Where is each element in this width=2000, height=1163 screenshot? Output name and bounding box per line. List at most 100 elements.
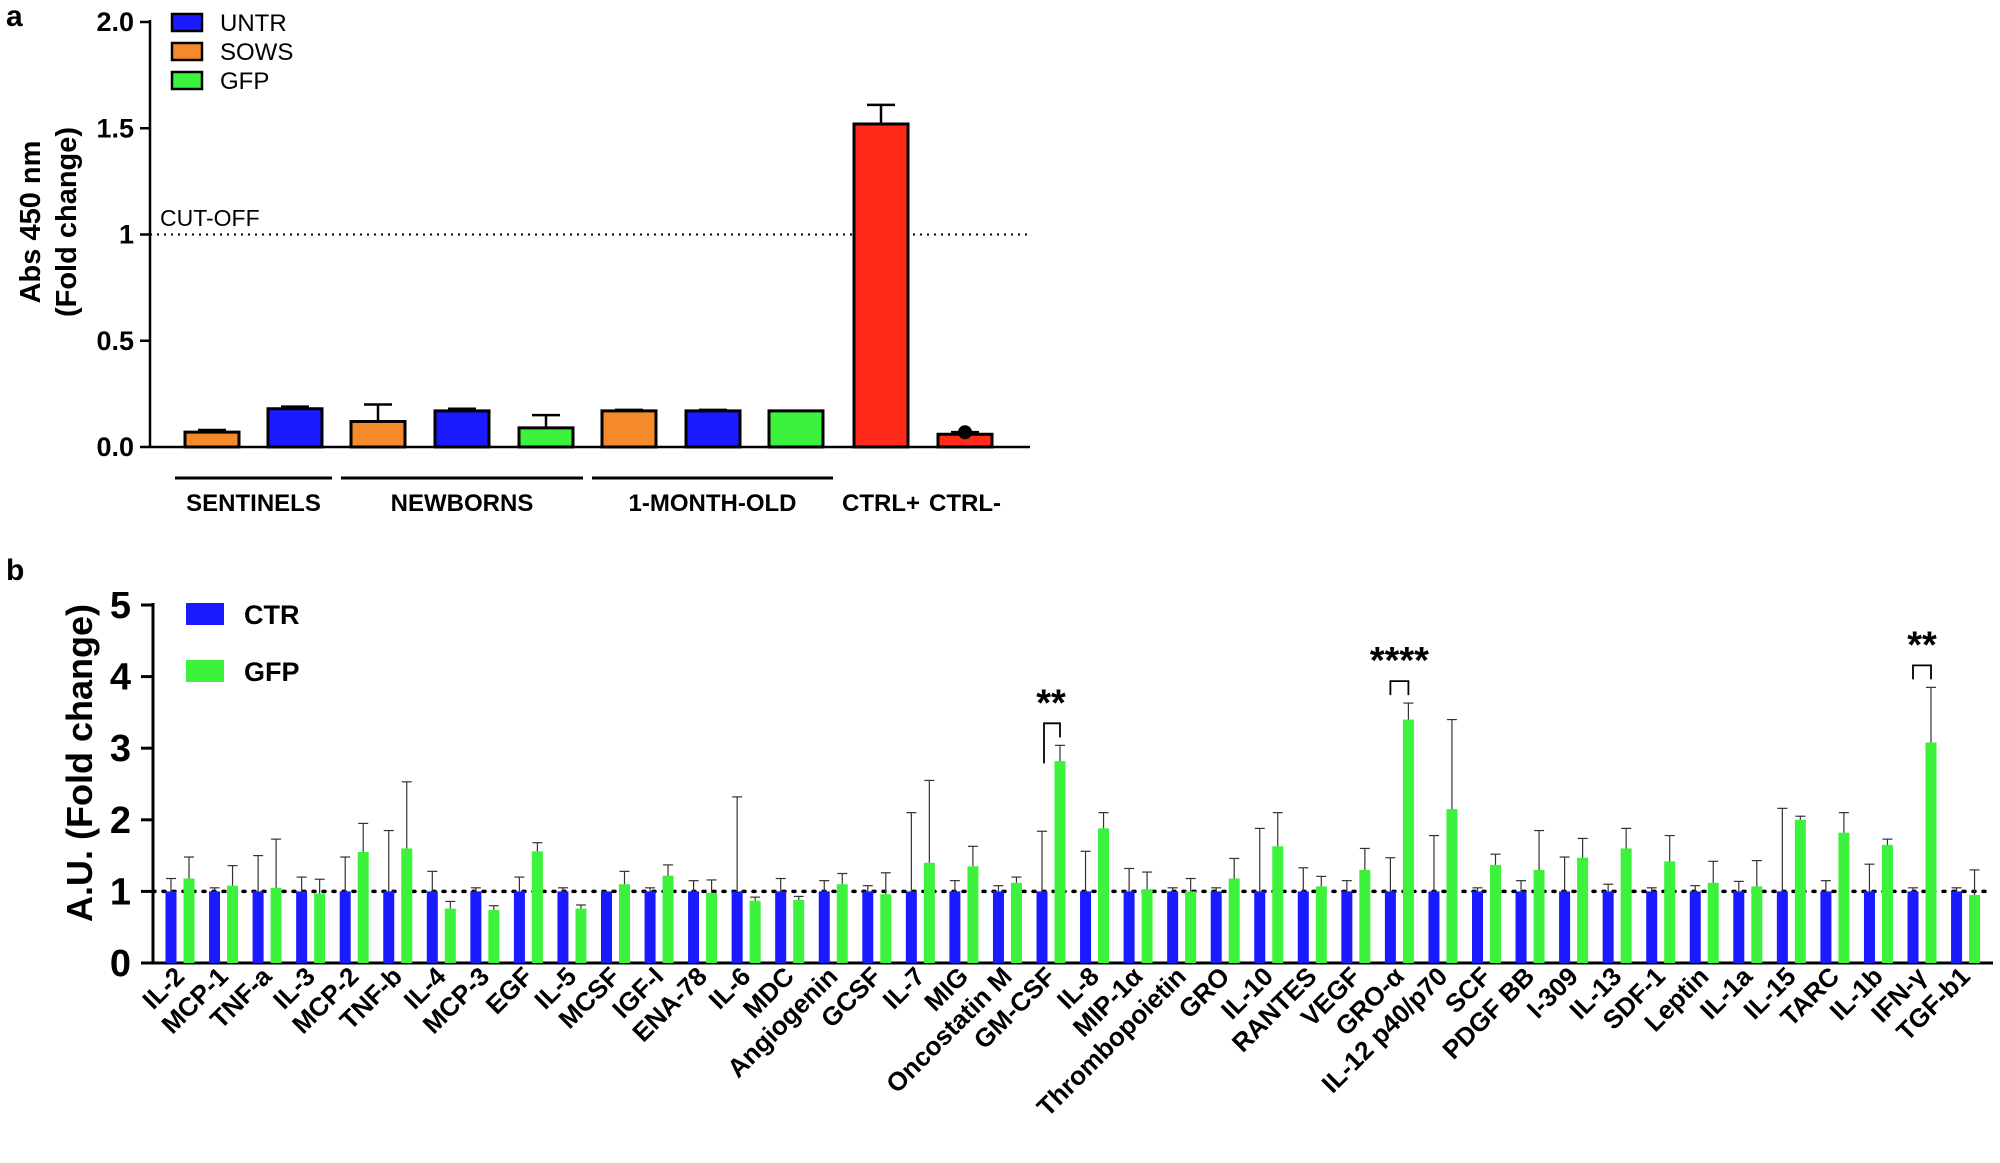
- panel-b-gfp-bar: [1664, 861, 1676, 963]
- panel-b-ctr-bar: [862, 891, 874, 963]
- panel-b-y-tick-label: 3: [110, 728, 131, 770]
- panel-b-category-label: EGF: [480, 961, 539, 1020]
- panel-b-gfp-bar: [575, 908, 587, 963]
- panel-b-y-tick-label: 2: [110, 800, 131, 842]
- panel-a-bar: [433, 409, 491, 449]
- panel-b-gfp-bar: [1925, 742, 1937, 963]
- panel-b-gfp-bar: [1794, 819, 1806, 963]
- panel-b-ctr-bar: [1384, 891, 1396, 963]
- panel-b-gfp-bar: [1751, 886, 1763, 963]
- panel-b-axes: 0 1 2 3 4 5: [110, 585, 1995, 985]
- panel-b-ctr-bar: [1733, 891, 1745, 963]
- panel-a-y-tick-label: 0.0: [96, 432, 134, 462]
- panel-a-legend-label: UNTR: [220, 10, 287, 37]
- panel-a-axes: 0.0 0.5 1 1.5 2.0 SENTINELS NEWBORNS 1-MONTH-OL…: [96, 7, 1030, 517]
- panel-b-gfp-bar: [706, 892, 718, 963]
- panel-b-ctr-bar: [165, 891, 177, 963]
- panel-a-bar: [183, 430, 241, 449]
- panel-b-gfp-bar: [793, 899, 805, 963]
- panel-a-legend-label: GFP: [220, 68, 269, 95]
- panel-b-y-tick-label: 1: [110, 871, 131, 913]
- panel-b-gfp-bar: [967, 866, 979, 963]
- panel-b-gfp-bar: [1098, 828, 1110, 963]
- panel-b-gfp-bar: [1228, 878, 1240, 963]
- panel-a-ylabel-line1: Abs 450 nm: [15, 141, 47, 304]
- panel-b-gfp-bar: [488, 910, 500, 963]
- panel-b-legend-label: GFP: [244, 657, 300, 687]
- panel-b-ctr-bar: [1210, 891, 1222, 963]
- panel-b-legend-label: CTR: [244, 600, 300, 630]
- panel-b-gfp-bar: [1359, 869, 1371, 963]
- panel-b-ctr-bar: [1515, 891, 1527, 963]
- panel-a-bar: [684, 409, 742, 449]
- panel-a-letter: a: [6, 0, 23, 33]
- panel-b-gfp-bar: [183, 878, 195, 963]
- panel-b-ctr-bar: [1646, 891, 1658, 963]
- panel-b-ctr-bar: [1602, 891, 1614, 963]
- panel-b-gfp-bar: [444, 908, 456, 963]
- panel-b-gfp-bar: [1054, 761, 1066, 963]
- panel-b-category-labels: IL-2MCP-1TNF-aIL-3MCP-2TNF-bIL-4MCP-3EGF…: [136, 961, 1975, 1123]
- panel-b-gfp-bar: [1446, 809, 1458, 963]
- panel-a-group-label: NEWBORNS: [391, 490, 534, 517]
- panel-b-gfp-bar: [880, 894, 892, 963]
- panel-b-ctr-bar: [1167, 891, 1179, 963]
- panel-b-ctr-bar: [1472, 891, 1483, 963]
- panel-b-significance-label: **: [1036, 682, 1066, 724]
- panel-a-legend-swatch: [170, 70, 204, 91]
- panel-b-ctr-bar: [252, 891, 264, 963]
- panel-b-gfp-bar: [1577, 857, 1589, 963]
- panel-b-gfp-bar: [1533, 869, 1545, 963]
- panel-b-legend-swatch: [186, 603, 224, 625]
- panel-b-ctr-bar: [1341, 891, 1353, 963]
- panel-b-category-label: IL-7: [877, 961, 931, 1015]
- panel-b-bars: [165, 686, 1981, 963]
- panel-b-ctr-bar: [1907, 891, 1919, 963]
- panel-b-y-tick-label: 0: [110, 943, 131, 985]
- panel-b-gfp-bar: [227, 885, 239, 963]
- panel-a-y-tick-label: 1.5: [96, 113, 134, 143]
- panel-b-ctr-bar: [1559, 891, 1571, 963]
- panel-b-ctr-bar: [1254, 891, 1266, 963]
- panel-b-ctr-bar: [1297, 891, 1309, 963]
- panel-b-significance-label: ****: [1370, 640, 1429, 682]
- panel-b-ctr-bar: [339, 891, 351, 963]
- panel-b-ctr-bar: [1123, 891, 1135, 963]
- panel-a-bars: [183, 103, 994, 449]
- panel-b-gfp-bar: [1969, 894, 1981, 963]
- panel-b-ctr-bar: [1951, 891, 1963, 963]
- panel-b-significance-bracket: [1912, 664, 1932, 680]
- panel-b-gfp-bar: [619, 884, 630, 963]
- panel-b-ctr-bar: [1689, 891, 1701, 963]
- panel-a-bar: [266, 407, 324, 449]
- panel-b-gfp-bar: [270, 887, 282, 963]
- panel-b-significance-bracket: [1043, 722, 1061, 764]
- panel-b-ctr-bar: [949, 891, 961, 963]
- panel-b-gfp-bar: [401, 848, 413, 963]
- panel-b-ctr-bar: [992, 891, 1004, 963]
- panel-b-chart: 0 1 2 3 4 5 IL-2MCP-1TNF-aIL-3MCP-2TNF-bIL-4M…: [59, 585, 1995, 1123]
- panel-b-ctr-bar: [383, 891, 395, 963]
- panel-b-significance-label: **: [1907, 624, 1937, 666]
- panel-b-gfp-bar: [923, 862, 935, 963]
- panel-a-legend-swatch: [170, 12, 204, 33]
- panel-b-significance-bracket: [1389, 680, 1410, 696]
- panel-b-ctr-bar: [818, 891, 830, 963]
- panel-b-ylabel: A.U. (Fold change): [59, 604, 100, 922]
- panel-b-gfp-bar: [836, 884, 848, 963]
- panel-a-bar: [852, 122, 910, 449]
- panel-b-gfp-bar: [1707, 882, 1719, 963]
- panel-b-ctr-bar: [688, 891, 700, 963]
- panel-b-ctr-bar: [209, 891, 221, 963]
- panel-b-gfp-bar: [1141, 889, 1153, 963]
- panel-b-letter: b: [6, 554, 24, 587]
- panel-b-ctr-bar: [775, 891, 787, 963]
- panel-a-legend-swatch: [170, 41, 204, 62]
- panel-a-legend-label: SOWS: [220, 39, 293, 66]
- panel-a-group-label: CTRL+: [842, 490, 920, 517]
- panel-a-group-label: CTRL-: [929, 490, 1001, 517]
- panel-b-gfp-bar: [1272, 846, 1284, 963]
- panel-a-bar: [767, 409, 825, 449]
- panel-b-ctr-bar: [644, 891, 656, 963]
